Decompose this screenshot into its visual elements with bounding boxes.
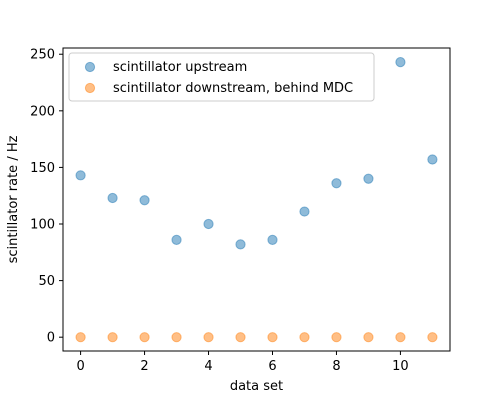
downstream-point (396, 333, 405, 342)
upstream-point (300, 207, 309, 216)
legend: scintillator upstream scintillator downs… (69, 53, 374, 101)
upstream-point (140, 196, 149, 205)
upstream-point (108, 193, 117, 202)
downstream-point (332, 333, 341, 342)
upstream-point (396, 58, 405, 67)
upstream-point (364, 174, 373, 183)
legend-marker-downstream (85, 83, 94, 92)
downstream-point (140, 333, 149, 342)
x-tick-label: 4 (204, 359, 212, 374)
downstream-point (204, 333, 213, 342)
downstream-point (76, 333, 85, 342)
y-tick-label: 50 (38, 274, 55, 289)
downstream-point (364, 333, 373, 342)
downstream-point (108, 333, 117, 342)
x-tick-label: 6 (268, 359, 276, 374)
downstream-point (428, 333, 437, 342)
x-tick-label: 8 (332, 359, 340, 374)
x-tick-label: 2 (140, 359, 148, 374)
x-tick-label: 0 (76, 359, 84, 374)
x-axis-label: data set (230, 379, 283, 394)
downstream-point (300, 333, 309, 342)
y-tick-label: 150 (30, 161, 55, 176)
upstream-point (332, 179, 341, 188)
downstream-point (236, 333, 245, 342)
upstream-point (204, 219, 213, 228)
downstream-point (172, 333, 181, 342)
upstream-point (268, 235, 277, 244)
legend-marker-upstream (85, 62, 94, 71)
y-tick-label: 0 (47, 331, 55, 346)
x-tick-label: 10 (392, 359, 409, 374)
legend-label-downstream: scintillator downstream, behind MDC (113, 81, 353, 96)
y-tick-label: 100 (30, 218, 55, 233)
y-axis-label: scintillator rate / Hz (6, 135, 21, 263)
y-tick-label: 200 (30, 104, 55, 119)
legend-label-upstream: scintillator upstream (113, 60, 247, 75)
y-tick-label: 250 (30, 48, 55, 63)
upstream-point (236, 240, 245, 249)
upstream-point (76, 171, 85, 180)
upstream-point (428, 155, 437, 164)
downstream-point (268, 333, 277, 342)
upstream-point (172, 235, 181, 244)
